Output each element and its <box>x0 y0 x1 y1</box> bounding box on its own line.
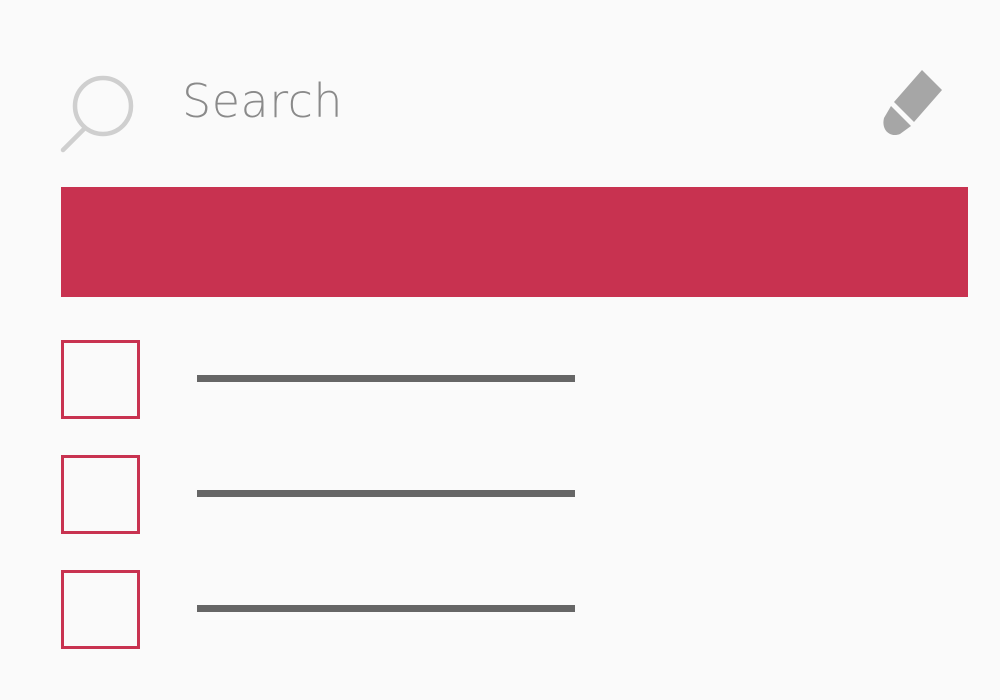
list-item[interactable] <box>61 340 601 419</box>
edit-button[interactable] <box>878 66 948 142</box>
search-icon[interactable] <box>58 72 138 154</box>
list-item[interactable] <box>61 455 601 534</box>
task-text-placeholder <box>197 605 575 612</box>
task-checkbox[interactable] <box>61 455 140 534</box>
list-item[interactable] <box>61 570 601 649</box>
search-input[interactable] <box>182 70 742 132</box>
header-banner <box>61 187 968 297</box>
task-text-placeholder <box>197 490 575 497</box>
pencil-icon <box>878 70 948 145</box>
task-text-placeholder <box>197 375 575 382</box>
task-checkbox[interactable] <box>61 340 140 419</box>
task-checkbox[interactable] <box>61 570 140 649</box>
search-bar <box>0 0 1000 187</box>
